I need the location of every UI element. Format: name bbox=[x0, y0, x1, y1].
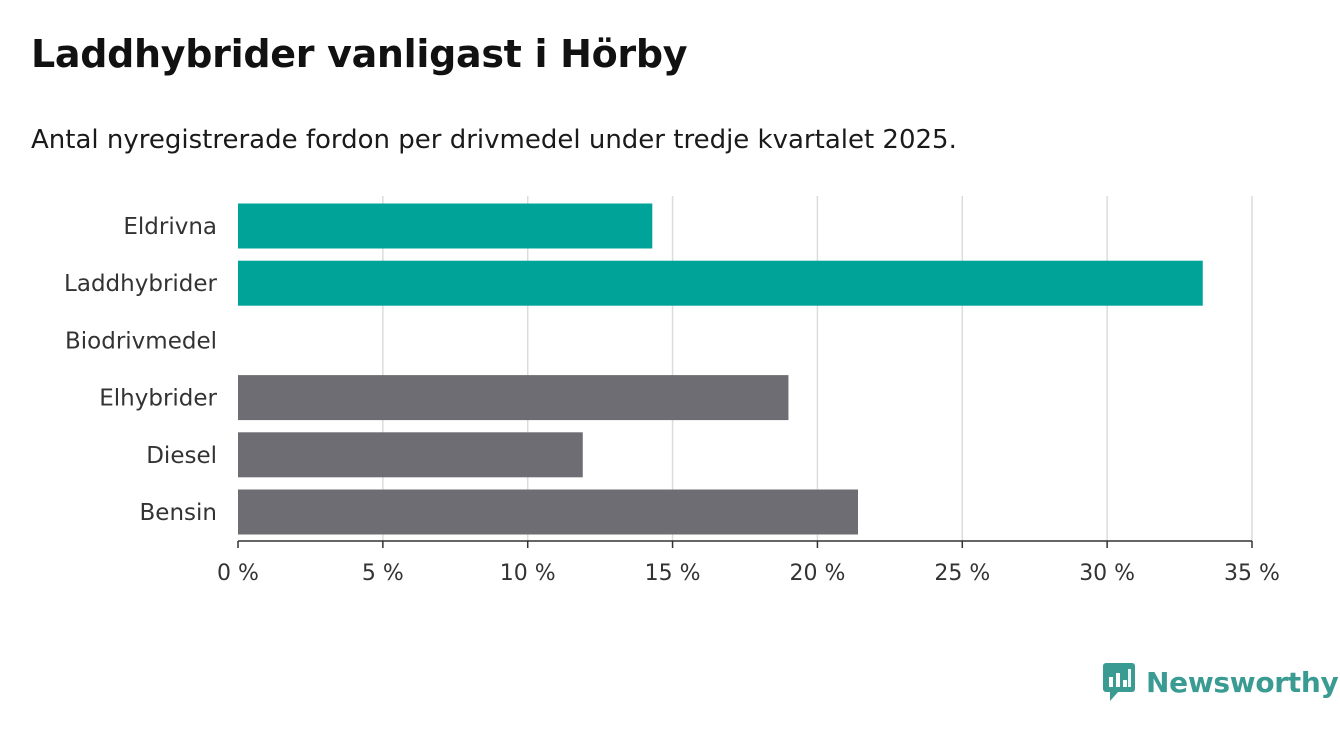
bars bbox=[238, 203, 1203, 535]
x-tick-label: 25 % bbox=[934, 561, 990, 586]
bar-bensin bbox=[238, 489, 858, 535]
x-tick-label: 0 % bbox=[217, 561, 259, 586]
category-label: Bensin bbox=[140, 500, 217, 526]
x-tick-label: 35 % bbox=[1224, 561, 1280, 586]
gridlines bbox=[382, 196, 1253, 541]
bar-diesel bbox=[238, 432, 583, 478]
bar-laddhybrider bbox=[238, 260, 1203, 306]
x-tick-label: 20 % bbox=[789, 561, 845, 586]
category-label: Eldrivna bbox=[123, 214, 217, 240]
logo-text: Newsworthy bbox=[1146, 665, 1339, 699]
category-labels: Eldrivna Laddhybrider Biodrivmedel Elhybrid… bbox=[64, 214, 217, 526]
chart-bubble-icon bbox=[1103, 663, 1135, 701]
x-tick-label: 10 % bbox=[500, 561, 556, 586]
chart-subtitle: Antal nyregistrerade fordon per drivmede… bbox=[31, 125, 957, 155]
x-tick-label: 30 % bbox=[1079, 561, 1135, 586]
bar-eldrivna bbox=[238, 203, 653, 249]
category-label: Biodrivmedel bbox=[65, 328, 217, 354]
x-axis: 0 % 5 % 10 % 15 % 20 % 25 % 30 % 35 % bbox=[217, 540, 1280, 586]
bar-elhybrider bbox=[238, 375, 789, 421]
newsworthy-logo: Newsworthy bbox=[1102, 662, 1339, 702]
x-tick-label: 5 % bbox=[362, 561, 404, 586]
x-tick-label: 15 % bbox=[645, 561, 701, 586]
category-label: Laddhybrider bbox=[64, 271, 217, 297]
chart-title: Laddhybrider vanligast i Hörby bbox=[31, 32, 688, 76]
category-label: Diesel bbox=[146, 443, 217, 469]
category-label: Elhybrider bbox=[99, 386, 217, 412]
